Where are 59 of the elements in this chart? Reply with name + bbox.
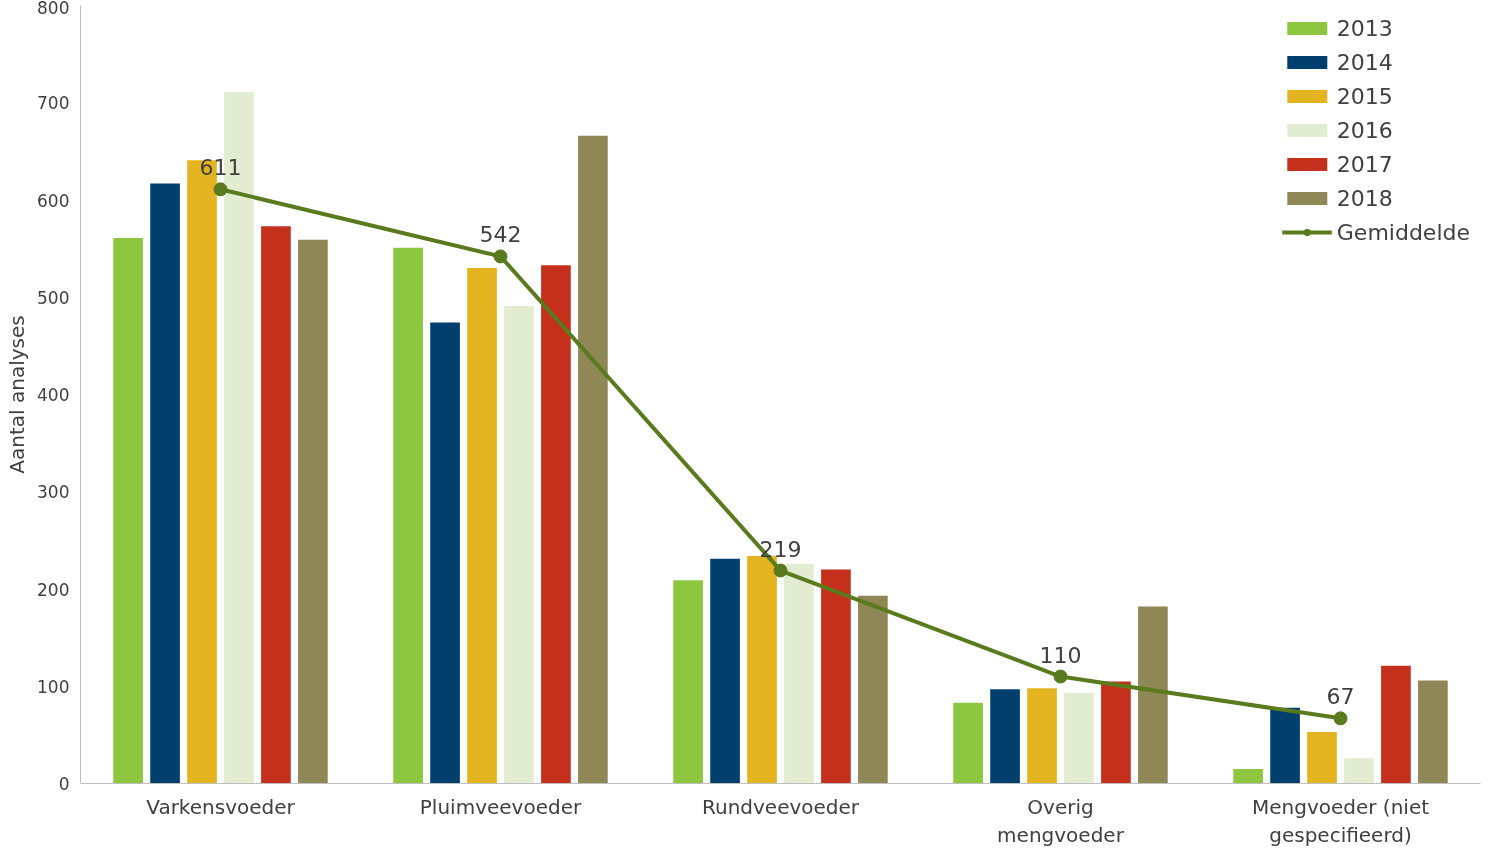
- bar: [467, 268, 497, 784]
- bar: [953, 702, 983, 784]
- bar: [858, 595, 888, 784]
- bar: [1270, 707, 1300, 784]
- y-tick-label: 200: [37, 579, 70, 600]
- y-tick-label: 0: [58, 774, 70, 794]
- bar: [1418, 680, 1448, 784]
- point: [773, 563, 788, 578]
- legend-label: Gemiddelde: [1336, 219, 1470, 245]
- bar: [673, 580, 703, 784]
- bar: [1101, 681, 1131, 784]
- y-tick-label: 300: [37, 482, 70, 503]
- bar: [1233, 768, 1263, 784]
- x-tick-label: Pluimveevoeder: [419, 794, 582, 819]
- legend-label: 2016: [1336, 117, 1393, 143]
- y-tick-label: 400: [37, 385, 70, 405]
- bar: [430, 322, 460, 784]
- y-tick-label: 100: [37, 676, 70, 697]
- bar: [298, 239, 328, 784]
- bar: [710, 558, 740, 784]
- bar: [1344, 758, 1374, 784]
- legend-label: 2013: [1336, 15, 1393, 41]
- bar: [821, 569, 851, 784]
- y-tick-label: 600: [37, 190, 70, 211]
- y-tick-label: 700: [37, 93, 70, 114]
- x-tick-label: Overig mengvoeder: [997, 794, 1125, 848]
- bar: [1381, 665, 1411, 784]
- legend-label: 2018: [1336, 185, 1393, 211]
- y-tick-label: 500: [37, 287, 70, 308]
- bar: [1307, 731, 1337, 784]
- x-tick-label: Varkensvoeder: [146, 794, 296, 819]
- data-label: 110: [1039, 642, 1082, 668]
- legend-label: 2015: [1336, 83, 1393, 109]
- legend-label: 2014: [1336, 49, 1393, 75]
- bar: [578, 135, 608, 784]
- bar: [261, 226, 291, 784]
- bar: [150, 183, 180, 784]
- bar: [113, 237, 143, 784]
- point: [1333, 711, 1348, 726]
- legend-label: 2017: [1336, 151, 1393, 177]
- x-tick-label: Rundveevoeder: [701, 794, 860, 819]
- bar: [747, 555, 777, 784]
- data-label: 219: [759, 536, 802, 562]
- bar: [541, 265, 571, 784]
- y-axis-title: Aantal analyses: [5, 315, 30, 474]
- data-label: 542: [479, 222, 522, 248]
- bar: [990, 689, 1020, 784]
- point: [213, 182, 228, 197]
- y-tick-label: 800: [37, 0, 70, 18]
- bar: [1027, 688, 1057, 784]
- bar: [784, 563, 814, 784]
- data-label: 67: [1326, 684, 1355, 710]
- point: [493, 249, 508, 264]
- bar: [393, 247, 423, 784]
- point: [1053, 669, 1068, 684]
- bar: [1138, 606, 1168, 784]
- bar: [1064, 693, 1094, 784]
- bar: [504, 306, 534, 784]
- x-tick-label: Mengvoeder (niet gespecifieerd): [1251, 794, 1430, 848]
